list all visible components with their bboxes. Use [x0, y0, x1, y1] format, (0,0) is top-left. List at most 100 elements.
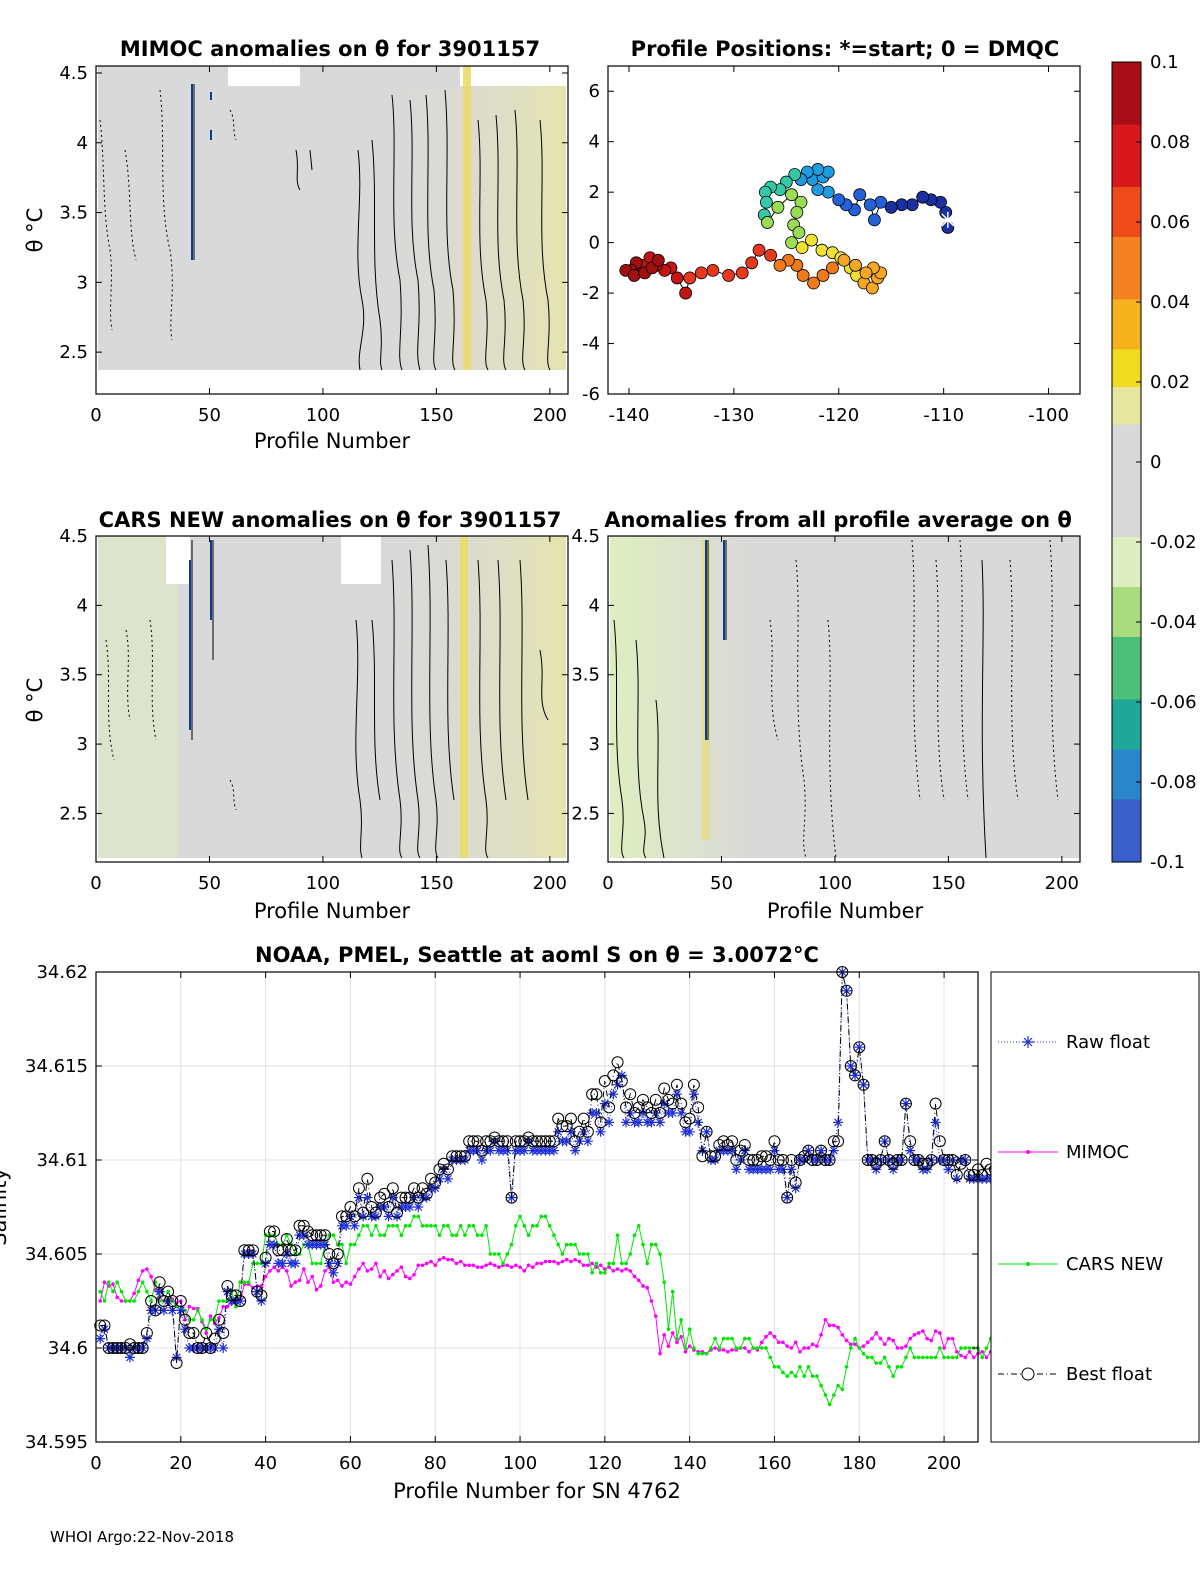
data-point: [119, 1342, 132, 1354]
profile-position-point: [745, 256, 759, 270]
data-point: [581, 1125, 594, 1138]
data-point: [899, 1365, 904, 1369]
data-point: [933, 1135, 946, 1148]
data-point: [446, 1224, 450, 1228]
data-point: [853, 1342, 857, 1347]
data-point: [352, 1242, 357, 1247]
colorbar-cell: [1112, 512, 1141, 526]
data-point: [735, 1155, 746, 1165]
data-point: [823, 1154, 836, 1166]
data-point: [921, 1329, 925, 1333]
colorbar-cell: [1112, 649, 1141, 663]
data-point: [497, 1135, 510, 1148]
data-point: [679, 1116, 692, 1129]
x-tick-label: 160: [757, 1453, 791, 1474]
colorbar-scale: [1112, 62, 1141, 863]
data-point: [632, 1274, 637, 1279]
field-top-left: [98, 66, 228, 86]
profile-position-point: [651, 253, 665, 267]
y-tick-label: 3.5: [59, 665, 88, 686]
data-point: [200, 1326, 213, 1339]
data-point: [472, 1145, 483, 1156]
profile-position-point: [826, 261, 839, 275]
y-tick-label: 34.61: [36, 1150, 88, 1171]
data-point: [772, 1154, 785, 1166]
data-point: [874, 1361, 879, 1365]
data-point: [399, 1265, 404, 1269]
data-point: [361, 1224, 365, 1228]
data-point: [683, 1346, 688, 1350]
data-point: [539, 1135, 552, 1148]
data-point: [743, 1154, 756, 1166]
data-point: [467, 1263, 471, 1268]
data-point: [259, 1251, 272, 1264]
data-point: [140, 1269, 145, 1273]
legend-label: CARS NEW: [1066, 1254, 1163, 1275]
data-point: [290, 1258, 301, 1269]
data-point: [590, 1271, 594, 1275]
data-point: [111, 1342, 124, 1354]
data-point: [815, 1344, 819, 1348]
data-point: [930, 1117, 941, 1128]
data-point: [764, 1346, 768, 1350]
data-point: [361, 1261, 365, 1266]
data-point: [174, 1295, 187, 1307]
data-point: [683, 1112, 696, 1125]
data-point: [939, 1155, 950, 1165]
colorbar-cell: [1112, 312, 1141, 326]
data-point: [594, 1261, 599, 1266]
data-point: [899, 1097, 912, 1110]
y-tick-label: -6: [582, 384, 600, 405]
data-point: [828, 1145, 839, 1156]
colorbar-cell: [1112, 424, 1141, 438]
data-point: [403, 1274, 408, 1279]
data-point: [730, 1348, 734, 1352]
data-point: [916, 1157, 929, 1170]
data-point: [170, 1357, 183, 1370]
legend-marker: [1026, 1150, 1030, 1154]
profile-position-point: [735, 266, 749, 280]
data-point: [933, 1329, 938, 1333]
positions-y-axis: -6 -4 -2 0 2 4 6: [582, 81, 1080, 405]
data-point: [908, 1336, 912, 1341]
data-point: [641, 1242, 645, 1247]
data-point: [463, 1135, 476, 1148]
data-point: [574, 1136, 585, 1147]
data-point: [485, 1145, 496, 1156]
data-point: [793, 1154, 806, 1166]
data-point: [833, 1117, 844, 1128]
data-point: [823, 1318, 828, 1322]
data-point: [167, 1305, 178, 1316]
data-point: [827, 1135, 840, 1148]
start-star-marker: [939, 211, 956, 228]
data-point: [785, 1374, 789, 1378]
data-point: [891, 1338, 895, 1343]
data-point: [530, 1265, 535, 1269]
profile-position-point: [832, 193, 846, 207]
data-point: [836, 1383, 840, 1388]
data-point: [395, 1269, 399, 1273]
data-point: [636, 1224, 641, 1228]
data-point: [786, 1164, 797, 1175]
data-point: [128, 1342, 141, 1354]
colorbar-tick-label: -0.06: [1150, 692, 1197, 713]
y-tick-label: 2.5: [59, 342, 88, 363]
data-point: [119, 1299, 124, 1303]
data-point: [590, 1261, 594, 1266]
data-point: [620, 1101, 633, 1114]
profile-position-point: [771, 200, 785, 214]
data-point: [374, 1224, 378, 1228]
data-point: [208, 1332, 221, 1345]
data-point: [832, 1393, 836, 1397]
legend-label: Best float: [1066, 1364, 1152, 1385]
data-point: [106, 1280, 111, 1284]
data-point: [318, 1229, 331, 1242]
data-point: [357, 1267, 361, 1271]
data-point: [365, 1224, 370, 1228]
data-point: [789, 1176, 802, 1189]
data-point: [832, 1135, 845, 1148]
data-point: [811, 1155, 822, 1165]
data-point: [564, 1112, 577, 1125]
colorbar-cell: [1112, 299, 1141, 313]
data-point: [726, 1349, 730, 1354]
